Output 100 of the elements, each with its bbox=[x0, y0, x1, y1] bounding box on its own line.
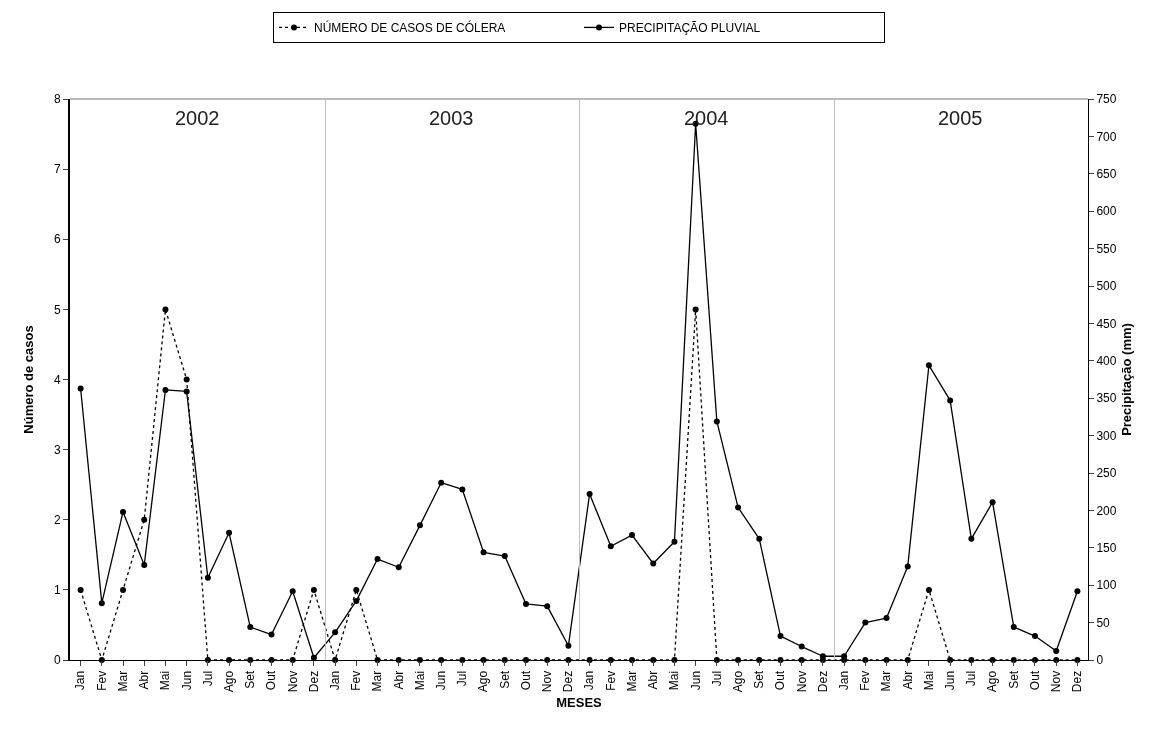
y-tick-label: 6 bbox=[53, 232, 61, 247]
x-tick-label: Ago bbox=[221, 670, 236, 693]
x-tick-label: Abr bbox=[646, 670, 661, 690]
x-tick-label: Jul bbox=[200, 670, 215, 687]
x-tick-label: Nov bbox=[285, 670, 300, 693]
point bbox=[141, 516, 148, 523]
point bbox=[798, 643, 805, 650]
x-tick-label: Ago bbox=[730, 670, 745, 693]
point bbox=[289, 588, 296, 595]
x-tick-label: Jul bbox=[964, 670, 979, 687]
point bbox=[162, 306, 169, 313]
point bbox=[650, 560, 657, 567]
y2-tick-label: 300 bbox=[1096, 428, 1117, 443]
x-tick-label: Jul bbox=[709, 670, 724, 687]
y2-tick-label: 50 bbox=[1096, 615, 1111, 630]
x-tick-label: Mai bbox=[921, 670, 936, 691]
annotation: 2004 bbox=[684, 107, 729, 129]
point bbox=[841, 653, 848, 660]
x-tick-label: Jan bbox=[73, 670, 88, 691]
y-tick-label: 0 bbox=[53, 653, 61, 668]
point bbox=[416, 522, 423, 529]
point bbox=[120, 508, 127, 515]
point bbox=[883, 615, 890, 622]
y-tick-label: 2 bbox=[53, 512, 61, 527]
point bbox=[1053, 648, 1060, 655]
x-tick-label: Mai bbox=[412, 670, 427, 691]
point bbox=[183, 376, 190, 383]
x-tick-label: Fev bbox=[94, 670, 109, 691]
x-tick-label: Ago bbox=[985, 670, 1000, 693]
y2-tick-label: 650 bbox=[1096, 167, 1117, 181]
point bbox=[904, 563, 911, 570]
x-tick-label: Dez bbox=[306, 670, 321, 693]
point bbox=[925, 586, 932, 593]
point bbox=[501, 553, 508, 560]
y-tick-label: 8 bbox=[53, 92, 61, 107]
x-tick-label: Jul bbox=[455, 670, 470, 687]
x-tick-label: Dez bbox=[1070, 670, 1085, 693]
y-tick-label: 5 bbox=[53, 302, 61, 317]
point bbox=[522, 600, 529, 607]
y2-tick-label: 0 bbox=[1096, 653, 1104, 668]
point bbox=[204, 574, 211, 581]
y2-tick-label: 400 bbox=[1096, 354, 1117, 368]
x-tick-label: Out bbox=[1027, 670, 1042, 691]
point bbox=[395, 564, 402, 571]
point bbox=[1010, 624, 1017, 631]
point bbox=[692, 306, 699, 313]
x-tick-label: Dez bbox=[815, 670, 830, 693]
y2-tick-label: 550 bbox=[1096, 241, 1117, 256]
point bbox=[268, 631, 275, 638]
x-tick-label: Mar bbox=[370, 670, 385, 692]
point bbox=[141, 562, 148, 568]
y2-tick-label: 600 bbox=[1096, 204, 1117, 219]
x-tick-label: Mar bbox=[115, 670, 130, 692]
x-tick-label: Set bbox=[1006, 670, 1021, 689]
point bbox=[756, 535, 763, 542]
y-tick-label: 1 bbox=[53, 583, 61, 598]
point bbox=[862, 619, 869, 626]
annotation: 2003 bbox=[429, 107, 474, 129]
point bbox=[1031, 633, 1038, 640]
x-tick-label: Mar bbox=[624, 670, 639, 692]
point bbox=[98, 600, 105, 607]
point bbox=[480, 549, 487, 556]
point bbox=[77, 385, 84, 392]
point bbox=[332, 629, 339, 636]
x-tick-label: Jun bbox=[943, 670, 958, 691]
point bbox=[183, 388, 190, 395]
y2-tick-label: 700 bbox=[1096, 129, 1117, 144]
x-tick-label: Jan bbox=[328, 670, 342, 691]
x-axis-title: MESES bbox=[556, 694, 603, 710]
point bbox=[735, 504, 742, 511]
x-tick-label: Dez bbox=[561, 670, 576, 693]
point bbox=[565, 642, 572, 649]
x-tick-label: Jun bbox=[688, 670, 703, 691]
y-axis-title: Número de casos bbox=[21, 325, 36, 434]
point bbox=[353, 586, 360, 593]
point bbox=[353, 597, 360, 604]
x-tick-label: Jun bbox=[434, 670, 449, 691]
x-tick-label: Set bbox=[752, 670, 767, 689]
y-tick-label: 7 bbox=[53, 162, 61, 177]
point bbox=[459, 486, 466, 493]
point bbox=[374, 556, 381, 563]
y2-tick-label: 500 bbox=[1096, 279, 1117, 294]
point bbox=[819, 653, 826, 660]
point bbox=[226, 529, 233, 536]
x-tick-label: Fev bbox=[349, 670, 364, 691]
y-tick-label: 4 bbox=[53, 372, 61, 387]
y2-tick-label: 100 bbox=[1096, 578, 1117, 593]
point bbox=[629, 532, 636, 539]
point bbox=[947, 397, 954, 404]
point bbox=[1074, 588, 1081, 595]
point bbox=[607, 543, 614, 550]
point bbox=[120, 586, 127, 593]
x-tick-label: Nov bbox=[540, 670, 555, 693]
point bbox=[777, 633, 784, 640]
point bbox=[989, 499, 996, 506]
x-tick-label: Out bbox=[773, 670, 788, 691]
y2-axis-title: Precipitação (mm) bbox=[1118, 323, 1134, 436]
legend-label: PRECIPITAÇÃO PLUVIAL bbox=[619, 21, 761, 36]
point bbox=[310, 586, 317, 593]
annotation: 2005 bbox=[938, 107, 983, 129]
